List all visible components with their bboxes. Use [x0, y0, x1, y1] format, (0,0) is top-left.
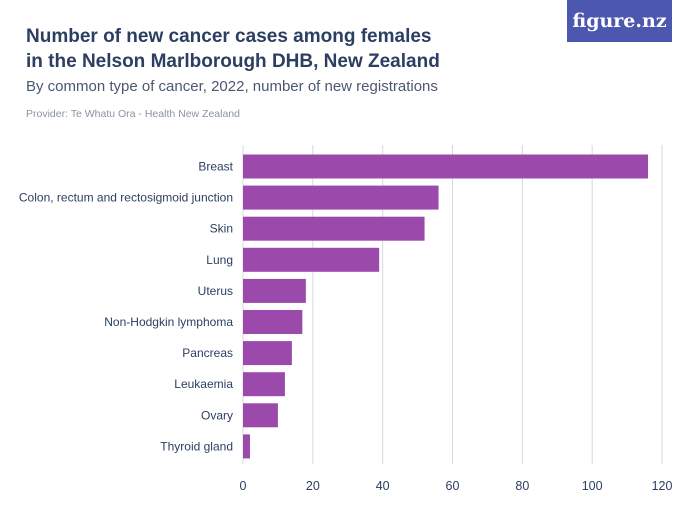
x-tick-label: 0: [240, 479, 247, 493]
category-label: Uterus: [198, 284, 233, 298]
x-tick-label: 80: [515, 479, 529, 493]
bar[interactable]: [243, 154, 649, 179]
category-label: Non-Hodgkin lymphoma: [104, 315, 233, 329]
bar[interactable]: [243, 372, 285, 397]
x-axis-ticks: 0 20 40 60 80 100 120: [240, 479, 673, 493]
category-label: Lung: [206, 253, 233, 267]
data-provider: Provider: Te Whatu Ora - Health New Zeal…: [26, 108, 240, 120]
bar[interactable]: [243, 278, 306, 303]
chart-subtitle: By common type of cancer, 2022, number o…: [26, 78, 438, 95]
category-label: Thyroid gland: [160, 439, 233, 453]
bar[interactable]: [243, 216, 425, 241]
bar[interactable]: [243, 247, 380, 272]
category-label: Colon, rectum and rectosigmoid junction: [19, 191, 233, 205]
x-tick-label: 120: [652, 479, 673, 493]
x-tick-label: 20: [306, 479, 320, 493]
bar[interactable]: [243, 341, 292, 366]
category-label: Breast: [198, 160, 233, 174]
category-label: Pancreas: [182, 346, 233, 360]
category-label: Leukaemia: [174, 377, 233, 391]
chart-title: Number of new cancer cases among females…: [26, 26, 440, 72]
bar[interactable]: [243, 185, 439, 210]
x-tick-label: 60: [446, 479, 460, 493]
bar[interactable]: [243, 403, 278, 428]
category-label: Ovary: [201, 408, 233, 422]
bar[interactable]: [243, 310, 303, 334]
figure-nz-logo[interactable]: figure.nz: [567, 0, 672, 42]
x-tick-label: 40: [376, 479, 390, 493]
bars: [243, 154, 649, 459]
x-tick-label: 100: [582, 479, 603, 493]
category-labels: Breast Colon, rectum and rectosigmoid jun…: [19, 160, 234, 454]
bar[interactable]: [243, 434, 250, 459]
category-label: Skin: [210, 222, 233, 236]
